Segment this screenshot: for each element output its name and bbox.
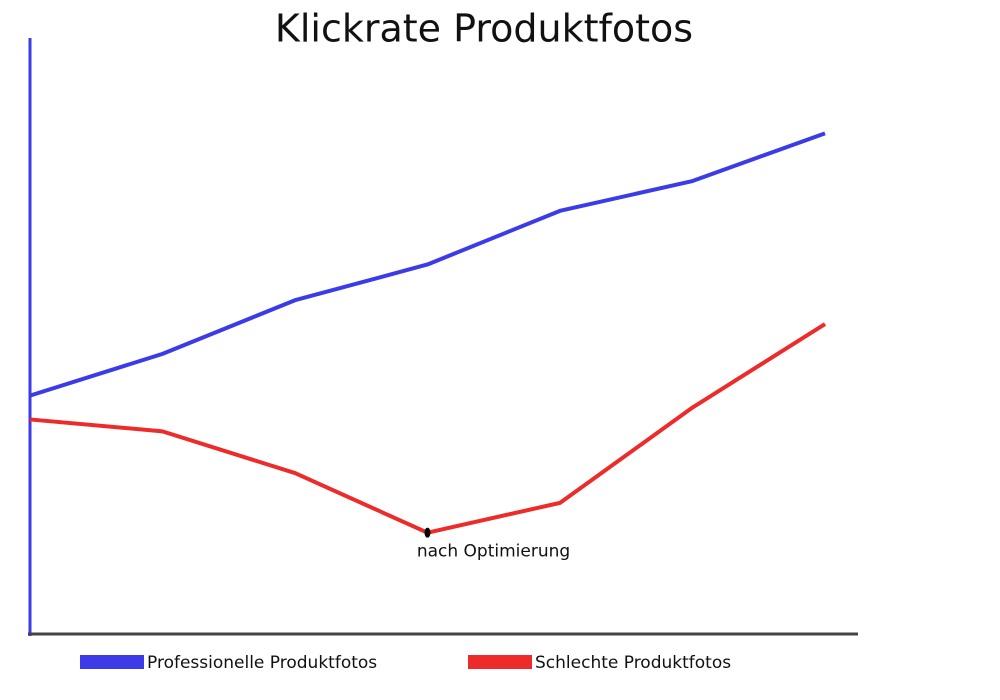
chart-title: Klickrate Produktfotos — [275, 7, 693, 51]
data-line — [29, 322, 827, 535]
legend-swatch — [80, 655, 144, 669]
legend-swatch — [468, 655, 532, 669]
annotation-marker — [424, 527, 431, 538]
legend-label: Professionelle Produktfotos — [147, 653, 377, 673]
data-line — [29, 131, 826, 398]
legend-label: Schlechte Produktfotos — [535, 653, 731, 673]
annotation: nach Optimierung — [417, 542, 570, 562]
